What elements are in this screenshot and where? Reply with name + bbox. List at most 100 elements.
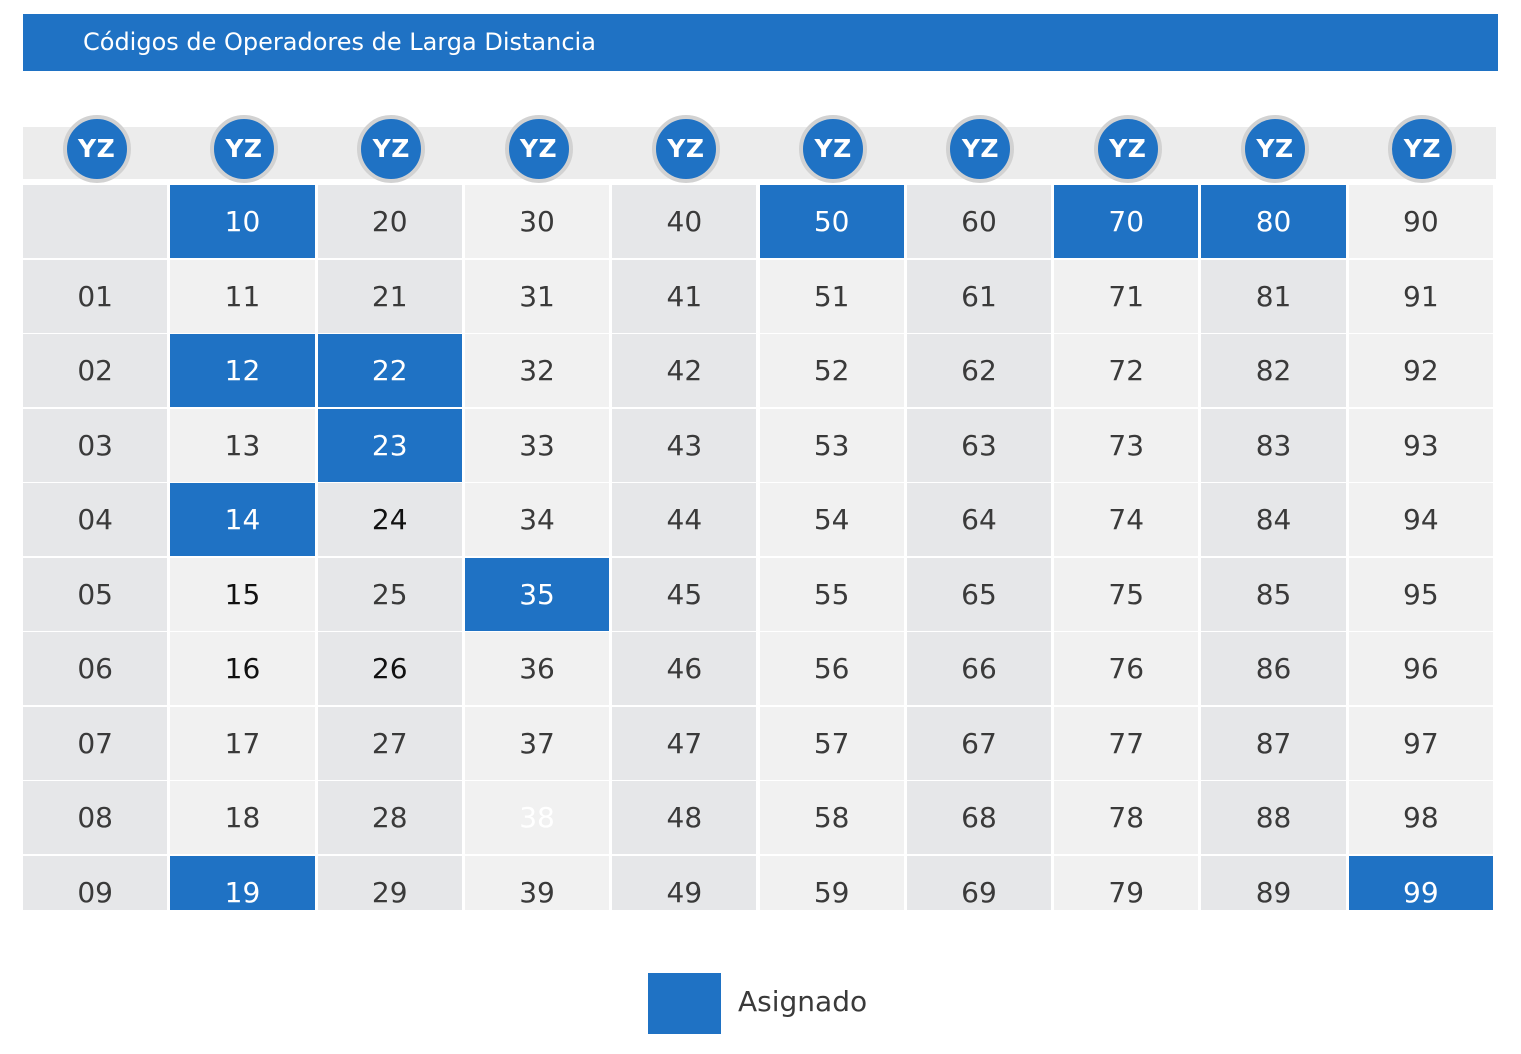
grid-cell-value: 26 [371,652,408,685]
grid-cell-value: 21 [371,279,408,313]
grid-cell-59: 59 [759,855,904,910]
grid-cell-value: 73 [1108,428,1145,462]
grid-cell-01: 01 [23,259,168,333]
grid-cell-21: 21 [317,259,462,333]
grid-cell-value: 61 [961,279,997,313]
grid-cell-75: 75 [1054,557,1199,631]
grid-cell-value: 66 [961,652,997,685]
column-badge: YZ [62,115,131,183]
grid-cell-value: 56 [813,652,850,685]
grid-cell-value: 44 [666,503,703,536]
grid-cell-74: 74 [1054,483,1199,556]
grid-cell-value: 32 [519,354,555,387]
grid-cell-value: 53 [813,428,850,462]
grid-cell-02: 02 [23,334,168,407]
grid-cell-30: 30 [464,185,610,258]
grid-cell-value: 99 [1403,875,1439,909]
grid-cell-value: 84 [1255,503,1292,536]
grid-cell-25: 25 [317,557,462,631]
grid-cell-17: 17 [170,706,315,780]
grid-cell-value: 23 [371,428,408,462]
grid-cell-61: 61 [906,259,1052,333]
grid-cell-10: 10 [170,185,315,258]
grid-cell-value: 94 [1403,503,1439,536]
grid-cell-18: 18 [170,781,315,854]
grid-cell-03: 03 [23,408,168,482]
grid-cell-48: 48 [612,781,757,854]
grid-cell-value: 65 [961,577,997,611]
grid-cell-value: 68 [961,801,997,834]
grid-cell-83: 83 [1201,408,1346,482]
column-badge: YZ [1241,115,1310,183]
grid-cell-66: 66 [906,632,1052,705]
grid-cell-value: 01 [77,279,113,313]
grid-cell-value: 50 [813,205,850,238]
grid-cell-33: 33 [464,408,610,482]
grid-cell-65: 65 [906,557,1052,631]
grid-cell-36: 36 [464,632,610,705]
grid-cell-value: 48 [666,801,703,834]
grid-cell-55: 55 [759,557,904,631]
grid-cell-value: 88 [1255,801,1292,834]
grid-cell-value: 60 [961,205,997,238]
grid-cell-62: 62 [906,334,1052,407]
grid-cell-value: 34 [519,503,555,536]
grid-cell-value: 58 [813,801,850,834]
grid-cell-value: 22 [371,354,408,387]
grid-cell-value: 33 [519,428,555,462]
grid-cell-34: 34 [464,483,610,556]
grid-cell-value: 63 [961,428,997,462]
column-badge: YZ [1093,115,1162,183]
grid-cell-19: 19 [170,855,315,910]
grid-cell-value: 79 [1108,875,1145,909]
grid-cell-64: 64 [906,483,1052,556]
grid-cell-value: 04 [77,503,113,536]
grid-cell-04: 04 [23,483,168,556]
grid-cell-37: 37 [464,706,610,780]
grid-cell-value: 96 [1403,652,1439,685]
grid-cell-45: 45 [612,557,757,631]
grid-cell-value: 39 [519,875,555,909]
grid-cell-value: 12 [224,354,261,387]
grid-cell-value: 35 [519,577,555,611]
grid-cell-70: 70 [1054,185,1199,258]
grid-cell-98: 98 [1348,781,1493,854]
grid-cell-value: 31 [519,279,555,313]
grid-cell-value: 41 [666,279,703,313]
grid-cell-value: 95 [1403,577,1439,611]
grid-cell-13: 13 [170,408,315,482]
grid-cell-value: 57 [813,726,850,760]
grid-cell-56: 56 [759,632,904,705]
grid-cell-14: 14 [170,483,315,556]
grid-cell-value: 17 [224,726,261,760]
grid-cell-26: 26 [317,632,462,705]
grid-cell-06: 06 [23,632,168,705]
grid-cell-value: 49 [666,875,703,909]
grid-cell-value: 59 [813,875,850,909]
grid-cell-value: 86 [1255,652,1292,685]
title-bar: Códigos de Operadores de Larga Distancia [23,14,1498,71]
grid-cell-54: 54 [759,483,904,556]
grid-cell-value: 06 [77,652,113,685]
grid-cell-value: 38 [519,801,555,834]
grid-cell-11: 11 [170,259,315,333]
grid-cell-51: 51 [759,259,904,333]
grid-cell-24: 24 [317,483,462,556]
grid-cell-82: 82 [1201,334,1346,407]
grid-cell-value: 29 [371,875,408,909]
grid-cell-value: 02 [77,354,113,387]
grid-cell-value: 80 [1255,205,1292,238]
grid-cell-71: 71 [1054,259,1199,333]
grid-cell-99: 99 [1348,855,1493,910]
grid-cell-value: 37 [519,726,555,760]
grid-cell-value: 69 [961,875,997,909]
grid-cell-value: 47 [666,726,703,760]
grid-cell-value: 18 [224,801,261,834]
grid-cell-value: 89 [1255,875,1292,909]
grid-cell-73: 73 [1054,408,1199,482]
grid-cell-68: 68 [906,781,1052,854]
grid-cell-value: 08 [77,801,113,834]
grid-cell-92: 92 [1348,334,1493,407]
grid-cell-28: 28 [317,781,462,854]
column-badge: YZ [1388,115,1457,183]
